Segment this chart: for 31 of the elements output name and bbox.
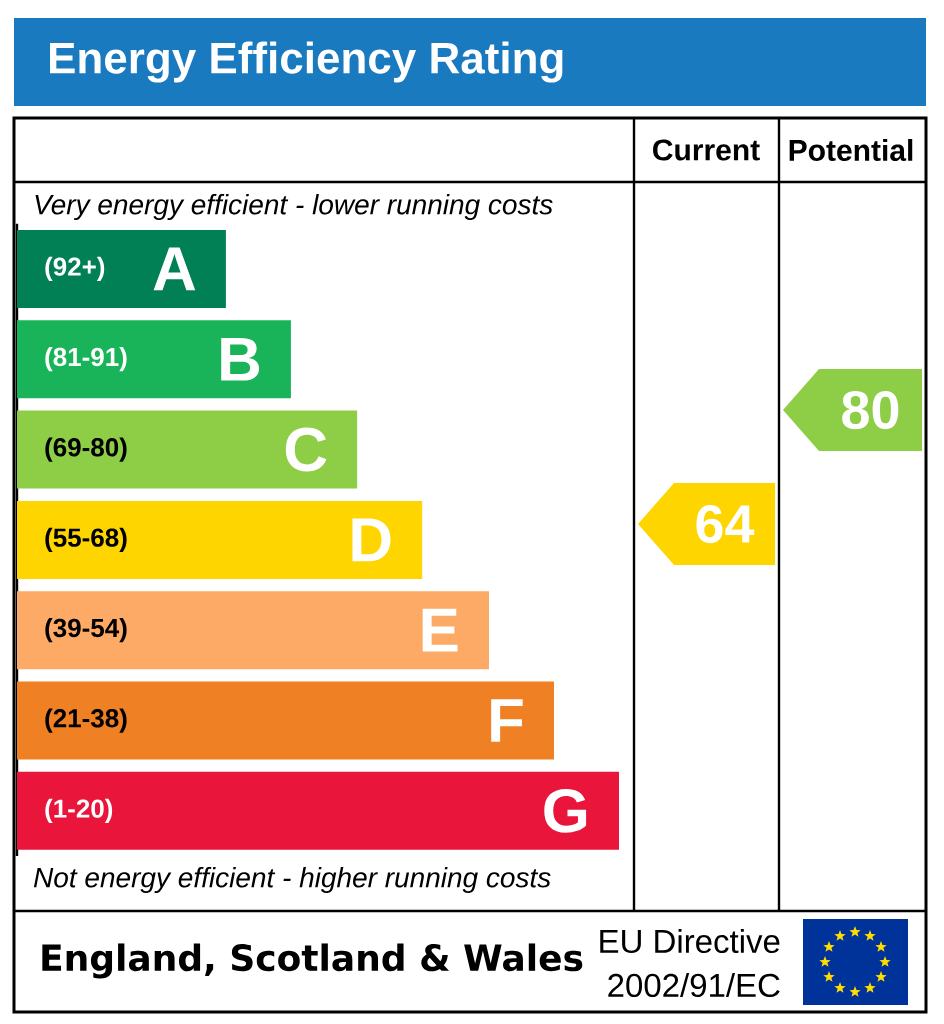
annotation: (21-38) [45,708,127,733]
y-tick-label: E [422,608,458,652]
text: 80 [842,390,899,430]
text: 64 [696,504,755,544]
y-tick-label: D [352,518,391,562]
text: 2002/91/EC [608,972,780,998]
annotation: (92+) [45,256,105,282]
text: EU Directive [600,928,780,954]
text: Very energy efficient - lower running costs [35,193,553,221]
bar [17,681,554,760]
bar [17,320,291,399]
text: England, Scotland & Wales [42,943,583,979]
text: Not energy efficient - higher running costs [33,866,551,894]
y-tick-label: B [221,337,260,381]
y-tick-label: C [285,427,327,472]
y-tick-label: G [544,788,587,833]
text: Current [653,139,760,161]
bar [17,229,226,308]
bar [17,771,619,850]
annotation: (39-54) [45,618,127,643]
bar [17,410,358,489]
chart-title: Energy Efficiency Rating [50,41,563,83]
bar [17,500,423,579]
annotation: (55-68) [45,527,127,552]
annotation: (69-80) [45,437,127,462]
annotation: (1-20) [45,798,113,823]
y-tick-label: A [153,247,196,291]
annotation: (81-91) [45,347,127,372]
bar [17,591,489,670]
y-tick-label: F [491,699,523,742]
text: Potential [789,138,913,162]
